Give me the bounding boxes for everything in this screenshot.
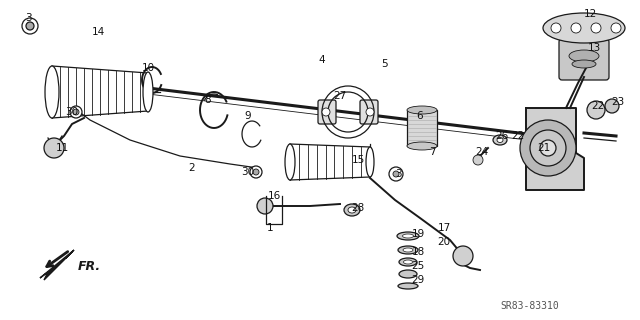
Ellipse shape — [344, 204, 360, 216]
Text: 5: 5 — [381, 59, 387, 69]
Text: 2: 2 — [189, 163, 195, 173]
Circle shape — [257, 198, 273, 214]
Text: 8: 8 — [205, 95, 211, 105]
Ellipse shape — [285, 144, 295, 180]
Ellipse shape — [45, 66, 59, 118]
Text: 17: 17 — [437, 223, 451, 233]
FancyBboxPatch shape — [407, 110, 437, 146]
Ellipse shape — [398, 246, 418, 254]
Circle shape — [70, 106, 82, 118]
Text: 4: 4 — [319, 55, 325, 65]
FancyBboxPatch shape — [559, 39, 609, 80]
Circle shape — [322, 108, 330, 116]
Ellipse shape — [143, 72, 153, 112]
Text: 30: 30 — [65, 107, 79, 117]
Text: 28: 28 — [351, 203, 365, 213]
Ellipse shape — [399, 258, 417, 266]
Text: 27: 27 — [333, 91, 347, 101]
Text: 7: 7 — [429, 147, 435, 157]
Ellipse shape — [572, 60, 596, 68]
Ellipse shape — [403, 260, 413, 264]
Polygon shape — [526, 108, 584, 190]
Circle shape — [366, 108, 374, 116]
Text: 23: 23 — [611, 97, 625, 107]
Circle shape — [73, 109, 79, 115]
Circle shape — [453, 246, 473, 266]
Text: 9: 9 — [244, 111, 252, 121]
Text: 25: 25 — [412, 261, 424, 271]
Text: 29: 29 — [412, 275, 424, 285]
Circle shape — [26, 22, 34, 30]
Circle shape — [393, 171, 399, 177]
Ellipse shape — [403, 248, 413, 252]
Ellipse shape — [348, 207, 356, 213]
Text: SR83-83310: SR83-83310 — [500, 301, 559, 311]
Circle shape — [389, 167, 403, 181]
Ellipse shape — [366, 147, 374, 177]
Text: FR.: FR. — [78, 260, 101, 273]
FancyBboxPatch shape — [318, 100, 336, 124]
Circle shape — [530, 130, 566, 166]
Circle shape — [611, 23, 621, 33]
Text: 21: 21 — [538, 143, 550, 153]
Circle shape — [540, 140, 556, 156]
Circle shape — [44, 138, 64, 158]
Circle shape — [551, 23, 561, 33]
Circle shape — [22, 18, 38, 34]
Text: 1: 1 — [267, 223, 273, 233]
Text: 3: 3 — [395, 169, 401, 179]
Circle shape — [605, 99, 619, 113]
Text: 12: 12 — [584, 9, 596, 19]
Text: 22: 22 — [511, 131, 525, 141]
Circle shape — [250, 166, 262, 178]
Ellipse shape — [497, 138, 503, 142]
Text: 3: 3 — [25, 13, 31, 23]
Ellipse shape — [407, 106, 437, 114]
Polygon shape — [40, 250, 74, 280]
Text: 11: 11 — [56, 143, 68, 153]
Circle shape — [591, 23, 601, 33]
Circle shape — [571, 23, 581, 33]
Circle shape — [587, 101, 605, 119]
Text: 20: 20 — [437, 237, 451, 247]
Circle shape — [520, 120, 576, 176]
Ellipse shape — [569, 50, 599, 62]
Text: 24: 24 — [476, 147, 488, 157]
Ellipse shape — [397, 232, 419, 240]
Text: 26: 26 — [495, 131, 509, 141]
Ellipse shape — [403, 234, 413, 238]
Text: 14: 14 — [92, 27, 104, 37]
Text: 10: 10 — [141, 63, 155, 73]
Text: 22: 22 — [591, 101, 605, 111]
Circle shape — [473, 155, 483, 165]
Text: 16: 16 — [268, 191, 280, 201]
Circle shape — [253, 169, 259, 175]
Ellipse shape — [543, 13, 625, 43]
Text: 15: 15 — [351, 155, 365, 165]
Text: 19: 19 — [412, 229, 424, 239]
Ellipse shape — [398, 283, 418, 289]
Ellipse shape — [407, 142, 437, 150]
Text: 6: 6 — [417, 111, 423, 121]
Ellipse shape — [399, 270, 417, 278]
Text: 13: 13 — [588, 43, 600, 53]
Ellipse shape — [493, 135, 507, 145]
FancyBboxPatch shape — [360, 100, 378, 124]
Text: 30: 30 — [241, 167, 255, 177]
Text: 18: 18 — [412, 247, 424, 257]
